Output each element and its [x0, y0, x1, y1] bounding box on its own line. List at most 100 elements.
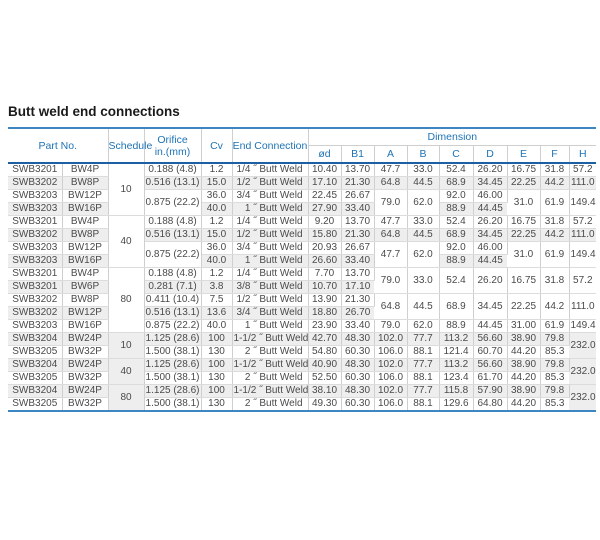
table-body: SWB3201 BW4P 10 0.188 (4.8) 1.2 1/4 ˝ Butt We… [8, 163, 597, 412]
table-cell: 149.4 [569, 189, 597, 216]
table-cell: 36.0 [201, 189, 233, 203]
table-cell: 79.8 [540, 332, 570, 346]
table-cell: 0.281 (7.1) [144, 280, 202, 294]
col-header-c: C [439, 145, 474, 163]
col-header-dimension: Dimension [308, 128, 597, 146]
table-cell: 0.188 (4.8) [144, 163, 202, 177]
table-cell: 2 ˝ Butt Weld [232, 397, 309, 411]
table-cell: SWB3205 [8, 371, 63, 385]
table-cell: 36.0 [201, 241, 233, 255]
table-cell: BW24P [62, 358, 109, 372]
table-cell: 47.7 [374, 241, 408, 268]
table-cell: 79.0 [374, 189, 408, 216]
table-cell: 22.45 [308, 189, 342, 203]
table-row: SWB3204 BW24P 40 1.125 (28.6) 100 1-1/2 ˝ But… [8, 358, 597, 385]
table-cell: 85.3 [540, 371, 570, 385]
table-cell: 38.10 [308, 384, 342, 398]
table-cell: SWB3203 [8, 241, 63, 255]
table-cell: 26.20 [473, 163, 508, 177]
table-cell: 18.80 [308, 306, 342, 320]
table-cell: 111.0 [569, 176, 597, 190]
table-cell: 52.50 [308, 371, 342, 385]
table-row: SWB3202 BW8P 0.516 (13.1) 15.0 1/2 ˝ Butt We… [8, 228, 597, 242]
table-cell: 115.8 [439, 384, 474, 398]
table-cell: 10.40 [308, 163, 342, 177]
table-row: SWB3203 BW12P 0.875 (22.2) 36.0 3/4 ˝ Butt W… [8, 241, 597, 268]
table-cell: BW4P [62, 163, 109, 177]
table-cell: 102.0 [374, 384, 408, 398]
table-cell: 44.20 [507, 345, 541, 359]
col-header-part-no: Part No. [8, 128, 109, 163]
table-cell: 1/4 ˝ Butt Weld [232, 163, 309, 177]
table-cell: 0.875 (22.2) [144, 241, 202, 268]
table-cell: 68.9 [439, 228, 474, 242]
table-cell: 100 [201, 358, 233, 372]
table-cell: 77.7 [407, 358, 440, 372]
table-cell: BW8P [62, 176, 109, 190]
table-cell: BW12P [62, 306, 109, 320]
table-cell: 16.75 [507, 267, 541, 294]
butt-weld-spec-table: Part No. Schedule Orifice in.(mm) Cv End… [8, 127, 597, 412]
table-cell: 26.67 [341, 189, 375, 203]
table-cell: 111.0 [569, 228, 597, 242]
table-cell: BW12P [62, 241, 109, 255]
table-cell: 64.8 [374, 293, 408, 320]
table-cell: 111.0 [569, 293, 597, 320]
table-cell: 121.4 [439, 345, 474, 359]
table-cell: SWB3204 [8, 332, 63, 346]
table-cell: 88.1 [407, 371, 440, 385]
col-header-h: H [569, 145, 597, 163]
table-cell: 7.5 [201, 293, 233, 307]
table-cell: 17.10 [341, 280, 375, 294]
table-cell: 232.0 [569, 332, 597, 359]
table-cell: 61.9 [540, 189, 570, 216]
table-cell: 40.0 [201, 254, 233, 268]
table-cell: SWB3202 [8, 228, 63, 242]
table-cell: 232.0 [569, 384, 597, 412]
table-cell: 64.8 [374, 228, 408, 242]
table-cell: 15.0 [201, 228, 233, 242]
table-cell: 1/2 ˝ Butt Weld [232, 293, 309, 307]
col-header-e: E [507, 145, 541, 163]
table-cell: 130 [201, 397, 233, 411]
table-cell: 34.45 [473, 293, 508, 320]
table-cell: 60.30 [341, 345, 375, 359]
table-cell: 113.2 [439, 358, 474, 372]
table-cell: 44.2 [540, 228, 570, 242]
table-cell: 88.1 [407, 397, 440, 411]
table-cell: 1.2 [201, 163, 233, 177]
table-row: SWB3202 BW12P 0.516 (13.1) 13.6 3/4 ˝ Butt W… [8, 306, 596, 320]
table-cell: 2 ˝ Butt Weld [232, 345, 309, 359]
table-cell: 68.9 [439, 176, 474, 190]
table-cell: 79.8 [540, 358, 570, 372]
table-cell: 10 [108, 332, 145, 359]
table-row: SWB3202 BW8P 0.516 (13.1) 15.0 1/2 ˝ Butt We… [8, 176, 597, 190]
table-cell: SWB3203 [8, 254, 63, 268]
table-cell: 47.7 [374, 215, 408, 229]
table-cell: 16.75 [507, 163, 541, 177]
table-cell: 31.8 [540, 163, 570, 177]
table-cell: 56.60 [473, 358, 508, 372]
table-row: SWB3205 BW32P 1.500 (38.1) 130 2 ˝ Butt Weld… [8, 345, 596, 359]
table-cell: SWB3203 [8, 202, 63, 216]
table-cell: 40 [108, 215, 145, 268]
table-cell: 44.20 [507, 397, 541, 411]
table-cell: 79.0 [374, 319, 408, 333]
table-cell: 68.9 [439, 293, 474, 320]
table-cell: 1 ˝ Butt Weld [232, 319, 309, 333]
table-cell: BW6P [62, 280, 109, 294]
table-cell: 100 [201, 332, 233, 346]
table-cell: 57.2 [569, 267, 597, 294]
table-cell: 3.8 [201, 280, 233, 294]
table-cell: 49.30 [308, 397, 342, 411]
table-cell: 130 [201, 345, 233, 359]
table-cell: BW12P [62, 189, 109, 203]
table-cell: 130 [201, 371, 233, 385]
table-cell: 1/4 ˝ Butt Weld [232, 215, 309, 229]
table-cell: 102.0 [374, 358, 408, 372]
table-cell: 64.80 [473, 397, 508, 411]
table-cell: 80 [108, 384, 145, 412]
table-cell: 13.6 [201, 306, 233, 320]
table-cell: 88.9 [439, 202, 474, 216]
table-cell: 52.4 [439, 267, 474, 294]
